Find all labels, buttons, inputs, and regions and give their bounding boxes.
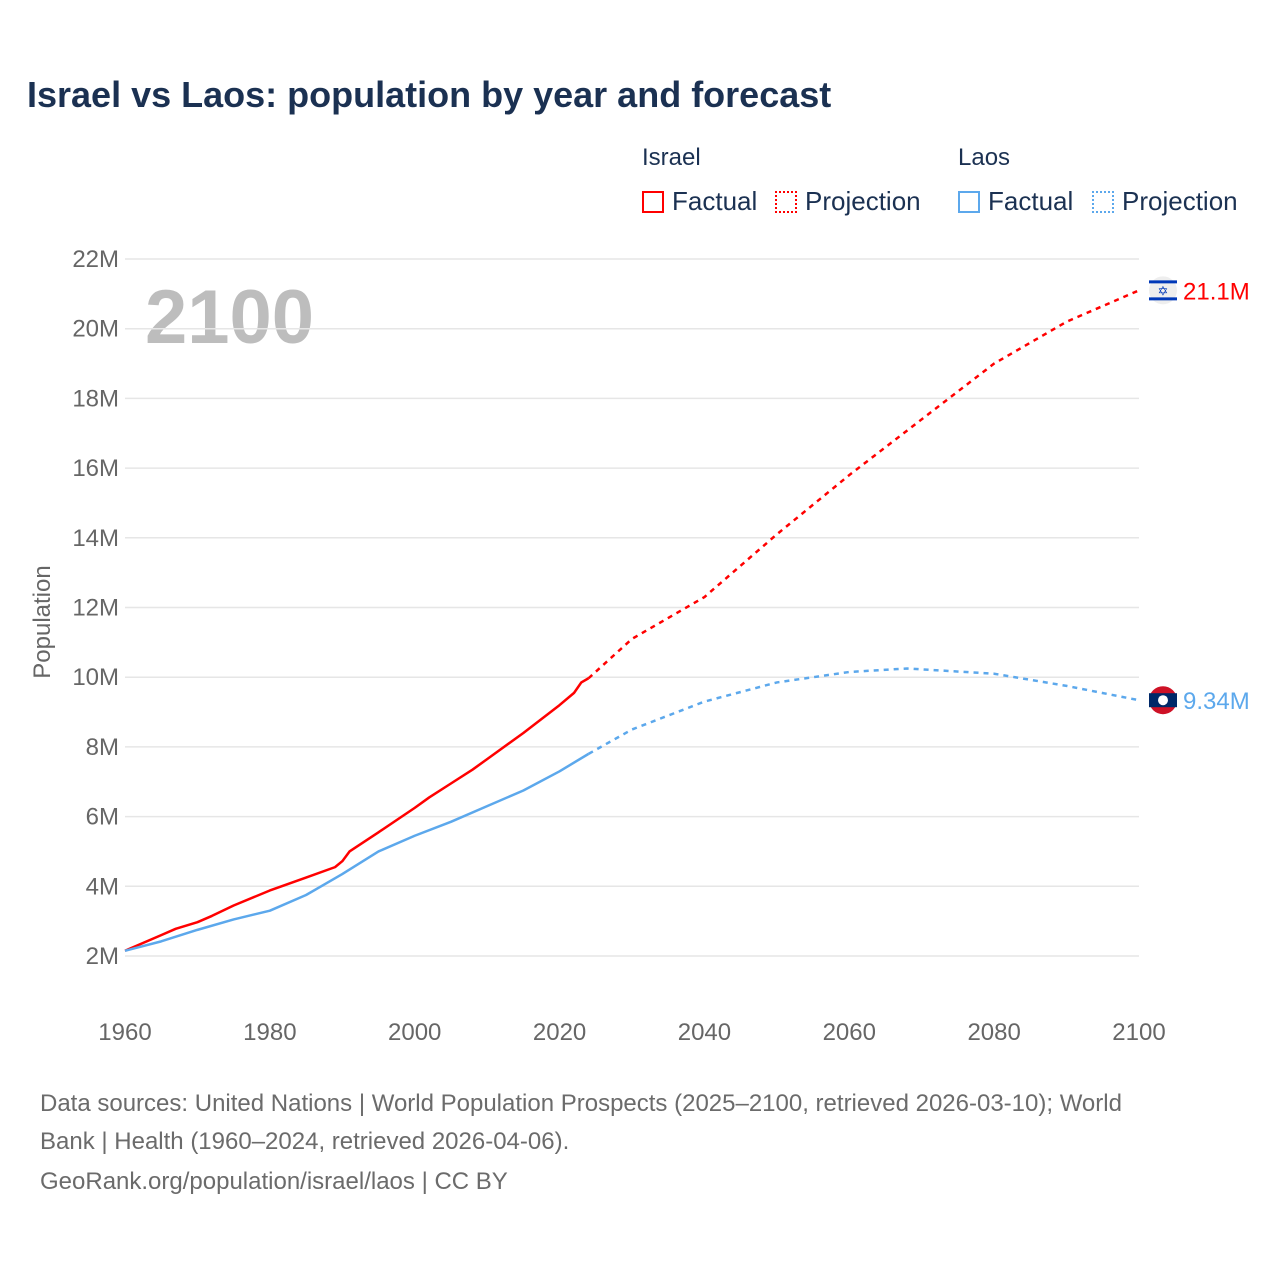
- y-tick-label: 2M: [86, 943, 119, 970]
- star-of-david-icon: ✡: [1158, 283, 1169, 298]
- footer-sources-line1: Data sources: United Nations | World Pop…: [40, 1090, 1122, 1117]
- x-tick-label: 2000: [388, 1019, 441, 1046]
- footer-sources-line2: Bank | Health (1960–2024, retrieved 2026…: [40, 1128, 570, 1155]
- y-tick-label: 20M: [72, 316, 119, 343]
- flag-stripe: [1149, 280, 1177, 284]
- laos-projection-line: [587, 667, 1140, 755]
- israel-projection-line: [587, 289, 1140, 680]
- legend-laos-factual[interactable]: Factual: [958, 186, 1073, 217]
- y-tick-label: 6M: [86, 804, 119, 831]
- legend-label: Factual: [988, 186, 1074, 216]
- x-tick-label: 1980: [243, 1019, 296, 1046]
- y-tick-label: 12M: [72, 595, 119, 622]
- y-tick-label: 8M: [86, 734, 119, 761]
- legend-swatch: [958, 190, 980, 213]
- laos-end-label: 9.34M: [1183, 688, 1250, 715]
- israel-end-label: 21.1M: [1183, 278, 1250, 305]
- x-tick-label: 2080: [967, 1019, 1020, 1046]
- y-tick-label: 10M: [72, 664, 119, 691]
- legend-israel-factual[interactable]: Factual: [642, 186, 757, 217]
- laos-factual-line: [124, 752, 590, 952]
- legend-laos-heading: Laos: [958, 144, 1011, 171]
- laos-flag-icon: [1149, 686, 1177, 715]
- legend-swatch: [1092, 190, 1114, 213]
- israel-flag-icon: ✡: [1149, 276, 1177, 305]
- legend-label: Projection: [1122, 186, 1238, 216]
- israel-factual-line: [124, 677, 590, 952]
- y-tick-label: 16M: [72, 455, 119, 482]
- y-tick-label: 4M: [86, 873, 119, 900]
- year-watermark: 2100: [145, 275, 314, 360]
- x-tick-label: 2060: [823, 1019, 876, 1046]
- legend-label: Factual: [672, 186, 758, 216]
- x-tick-label: 2020: [533, 1019, 586, 1046]
- y-tick-label: 18M: [72, 385, 119, 412]
- x-tick-label: 2100: [1112, 1019, 1165, 1046]
- legend-israel-heading: Israel: [642, 144, 701, 171]
- x-tick-label: 2040: [678, 1019, 731, 1046]
- flag-disc: [1158, 695, 1168, 706]
- flag-stripe: [1149, 297, 1177, 301]
- legend-israel-projection[interactable]: Projection: [775, 186, 921, 217]
- legend-label: Projection: [805, 186, 921, 216]
- legend-laos-projection[interactable]: Projection: [1092, 186, 1238, 217]
- legend-swatch: [642, 190, 664, 213]
- x-tick-label: 1960: [98, 1019, 151, 1046]
- legend-swatch: [775, 190, 797, 213]
- footer-link[interactable]: GeoRank.org/population/israel/laos | CC …: [40, 1168, 508, 1195]
- y-tick-label: 14M: [72, 525, 119, 552]
- y-tick-label: 22M: [72, 246, 119, 273]
- chart-title: Israel vs Laos: population by year and f…: [27, 74, 832, 115]
- y-axis-label: Population: [29, 565, 56, 678]
